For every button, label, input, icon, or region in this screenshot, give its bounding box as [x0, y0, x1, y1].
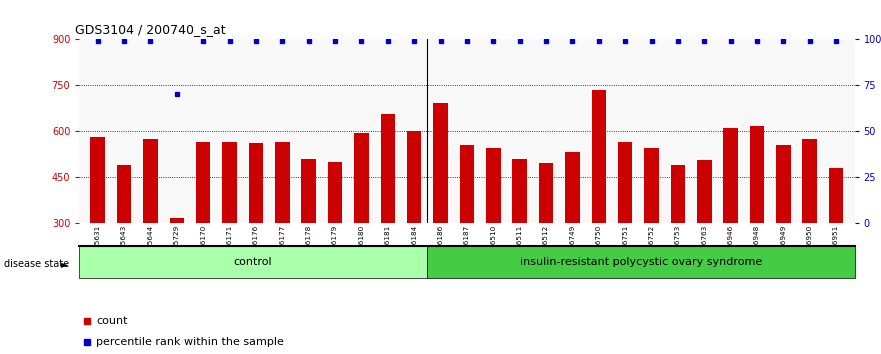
Text: GDS3104 / 200740_s_at: GDS3104 / 200740_s_at: [76, 23, 226, 36]
Bar: [196, 142, 211, 315]
Bar: [79, 246, 426, 278]
Bar: [486, 148, 500, 315]
Text: percentile rank within the sample: percentile rank within the sample: [96, 337, 285, 347]
Bar: [117, 165, 131, 315]
Bar: [91, 137, 105, 315]
Text: count: count: [96, 316, 128, 326]
Bar: [328, 162, 343, 315]
Bar: [301, 159, 316, 315]
Bar: [460, 145, 474, 315]
Bar: [644, 148, 659, 315]
Bar: [170, 218, 184, 315]
Bar: [723, 128, 738, 315]
Text: control: control: [233, 257, 272, 267]
Text: ►: ►: [61, 259, 69, 269]
Bar: [539, 163, 553, 315]
Bar: [803, 139, 817, 315]
Bar: [144, 139, 158, 315]
Bar: [248, 143, 263, 315]
Bar: [426, 246, 855, 278]
Bar: [565, 153, 580, 315]
Bar: [513, 159, 527, 315]
Bar: [354, 132, 369, 315]
Bar: [776, 145, 790, 315]
Bar: [407, 131, 421, 315]
Text: insulin-resistant polycystic ovary syndrome: insulin-resistant polycystic ovary syndr…: [520, 257, 762, 267]
Bar: [381, 114, 395, 315]
Bar: [618, 142, 633, 315]
Bar: [750, 126, 764, 315]
Bar: [670, 165, 685, 315]
Bar: [591, 90, 606, 315]
Bar: [697, 160, 712, 315]
Bar: [275, 142, 290, 315]
Bar: [433, 103, 448, 315]
Text: disease state: disease state: [4, 259, 70, 269]
Bar: [829, 168, 843, 315]
Bar: [222, 142, 237, 315]
